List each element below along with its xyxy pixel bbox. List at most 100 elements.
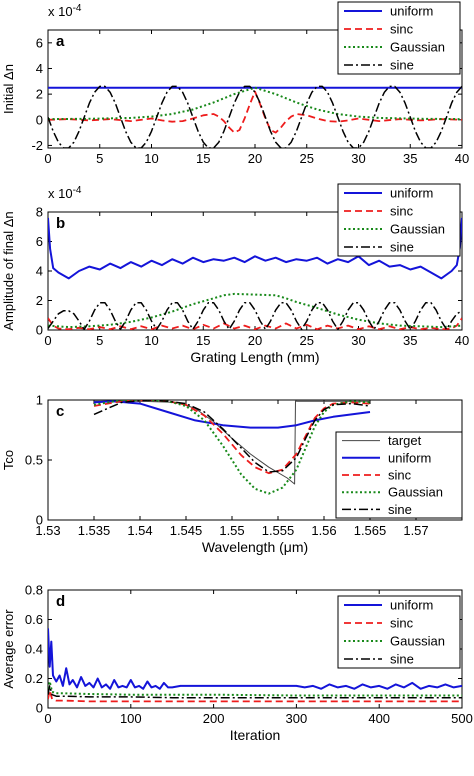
y-axis-label: Tco — [1, 450, 16, 470]
exponent-label: x 10-4 — [48, 185, 82, 201]
x-tick-label: 1.55 — [219, 523, 244, 538]
legend-label: sinc — [390, 22, 414, 37]
y-tick-label: 0.5 — [25, 453, 43, 468]
legend-label: uniform — [390, 4, 433, 19]
series-line-sine — [48, 85, 462, 148]
y-tick-label: 6 — [36, 234, 43, 249]
legend-label: target — [388, 433, 422, 448]
x-tick-label: 1.555 — [262, 523, 295, 538]
panel-d: 0 100 200 300 400 500 0 0.2 0.4 0.6 0.8 d Average er… — [1, 583, 473, 744]
y-tick-label: 0.4 — [25, 642, 43, 657]
y-axis-label: Average error — [1, 609, 16, 689]
x-tick-label: 35 — [403, 151, 417, 166]
series-group — [48, 85, 462, 148]
x-axis-label: Grating Length (mm) — [190, 349, 319, 365]
series-group — [48, 217, 462, 330]
series-group — [93, 400, 371, 495]
legend-label: sine — [390, 652, 414, 667]
x-tick-label: 1.565 — [354, 523, 387, 538]
y-tick-label: 2 — [36, 293, 43, 308]
series-line-sine — [48, 301, 462, 330]
y-tick-label: 6 — [36, 35, 43, 50]
y-tick-label: 0.2 — [25, 671, 43, 686]
series-line-uniform — [48, 217, 462, 280]
x-tick-label: 20 — [248, 333, 262, 348]
legend-label: sine — [390, 240, 414, 255]
legend: uniform sinc Gaussian sine — [337, 183, 461, 257]
x-tick-label: 10 — [144, 151, 158, 166]
legend-label: sine — [388, 502, 412, 517]
x-tick-label: 15 — [196, 333, 210, 348]
y-tick-label: 4 — [36, 264, 43, 279]
x-tick-label: 20 — [248, 151, 262, 166]
x-tick-label: 500 — [451, 711, 473, 726]
panel-label: c — [56, 403, 64, 420]
x-tick-label: 30 — [351, 151, 365, 166]
x-tick-label: 10 — [144, 333, 158, 348]
x-tick-label: 400 — [368, 711, 390, 726]
x-tick-label: 1.535 — [78, 523, 111, 538]
legend-label: Gaussian — [390, 40, 445, 55]
series-line-sinc — [48, 689, 462, 703]
y-tick-label: 4 — [36, 61, 43, 76]
legend-label: Gaussian — [388, 485, 443, 500]
x-axis-label: Wavelength (μm) — [202, 539, 308, 555]
x-tick-label: 5 — [96, 333, 103, 348]
legend-box — [337, 183, 461, 257]
x-tick-label: 1.56 — [311, 523, 336, 538]
legend-box — [337, 595, 461, 669]
y-tick-label: 0.8 — [25, 583, 43, 598]
exponent-base: x 10 — [48, 4, 73, 19]
panel-c: 1.53 1.535 1.54 1.545 1.55 1.555 1.56 1.565 1.57… — [1, 393, 463, 555]
x-tick-label: 0 — [44, 711, 51, 726]
y-axis-label: Amplitude of final Δn — [1, 211, 16, 330]
y-tick-label: 8 — [36, 205, 43, 220]
series-line-sine — [93, 400, 371, 473]
series-line-sine — [48, 685, 462, 699]
y-tick-label: 0 — [36, 701, 43, 716]
y-axis-label: Initial Δn — [1, 64, 16, 114]
series-line-gaussian — [48, 680, 462, 697]
legend-label: Gaussian — [390, 634, 445, 649]
exponent-power: -4 — [73, 185, 82, 196]
y-tick-label: 0 — [36, 513, 43, 528]
y-tick-label: 1 — [36, 393, 43, 408]
legend-label: uniform — [388, 450, 431, 465]
legend-label: Gaussian — [390, 222, 445, 237]
panel-label: b — [56, 215, 65, 232]
x-tick-label: 1.57 — [403, 523, 428, 538]
series-line-gaussian — [93, 400, 371, 495]
legend: target uniform sinc Gaussian sine — [335, 431, 463, 519]
x-tick-label: 0 — [44, 151, 51, 166]
x-tick-label: 40 — [455, 151, 469, 166]
y-tick-label: 0 — [36, 323, 43, 338]
panel-b: 0 5 10 15 20 25 30 35 40 0 2 4 6 8b x 10-4 Amplitude of… — [1, 183, 469, 365]
x-tick-label: 40 — [455, 333, 469, 348]
legend-box — [337, 1, 461, 75]
series-line-uniform — [48, 628, 462, 690]
series-group — [48, 628, 462, 703]
legend-label: sine — [390, 58, 414, 73]
x-tick-label: 15 — [196, 151, 210, 166]
y-tick-label: 0.6 — [25, 612, 43, 627]
x-axis-label: Iteration — [230, 727, 281, 743]
legend-label: uniform — [390, 186, 433, 201]
x-tick-label: 5 — [96, 151, 103, 166]
y-tick-label: 0 — [36, 112, 43, 127]
y-tick-label: -2 — [31, 138, 43, 153]
x-tick-label: 35 — [403, 333, 417, 348]
x-tick-label: 30 — [351, 333, 365, 348]
y-tick-label: 2 — [36, 87, 43, 102]
panel-label: a — [56, 33, 65, 50]
x-tick-label: 1.53 — [35, 523, 60, 538]
x-tick-label: 300 — [286, 711, 308, 726]
legend: uniform sinc Gaussian sine — [337, 595, 461, 669]
legend-label: sinc — [388, 468, 412, 483]
x-tick-label: 200 — [203, 711, 225, 726]
legend: uniform sinc Gaussian sine — [337, 1, 461, 75]
exponent-power: -4 — [73, 3, 82, 14]
x-tick-label: 25 — [300, 333, 314, 348]
exponent-label: x 10-4 — [48, 3, 82, 19]
